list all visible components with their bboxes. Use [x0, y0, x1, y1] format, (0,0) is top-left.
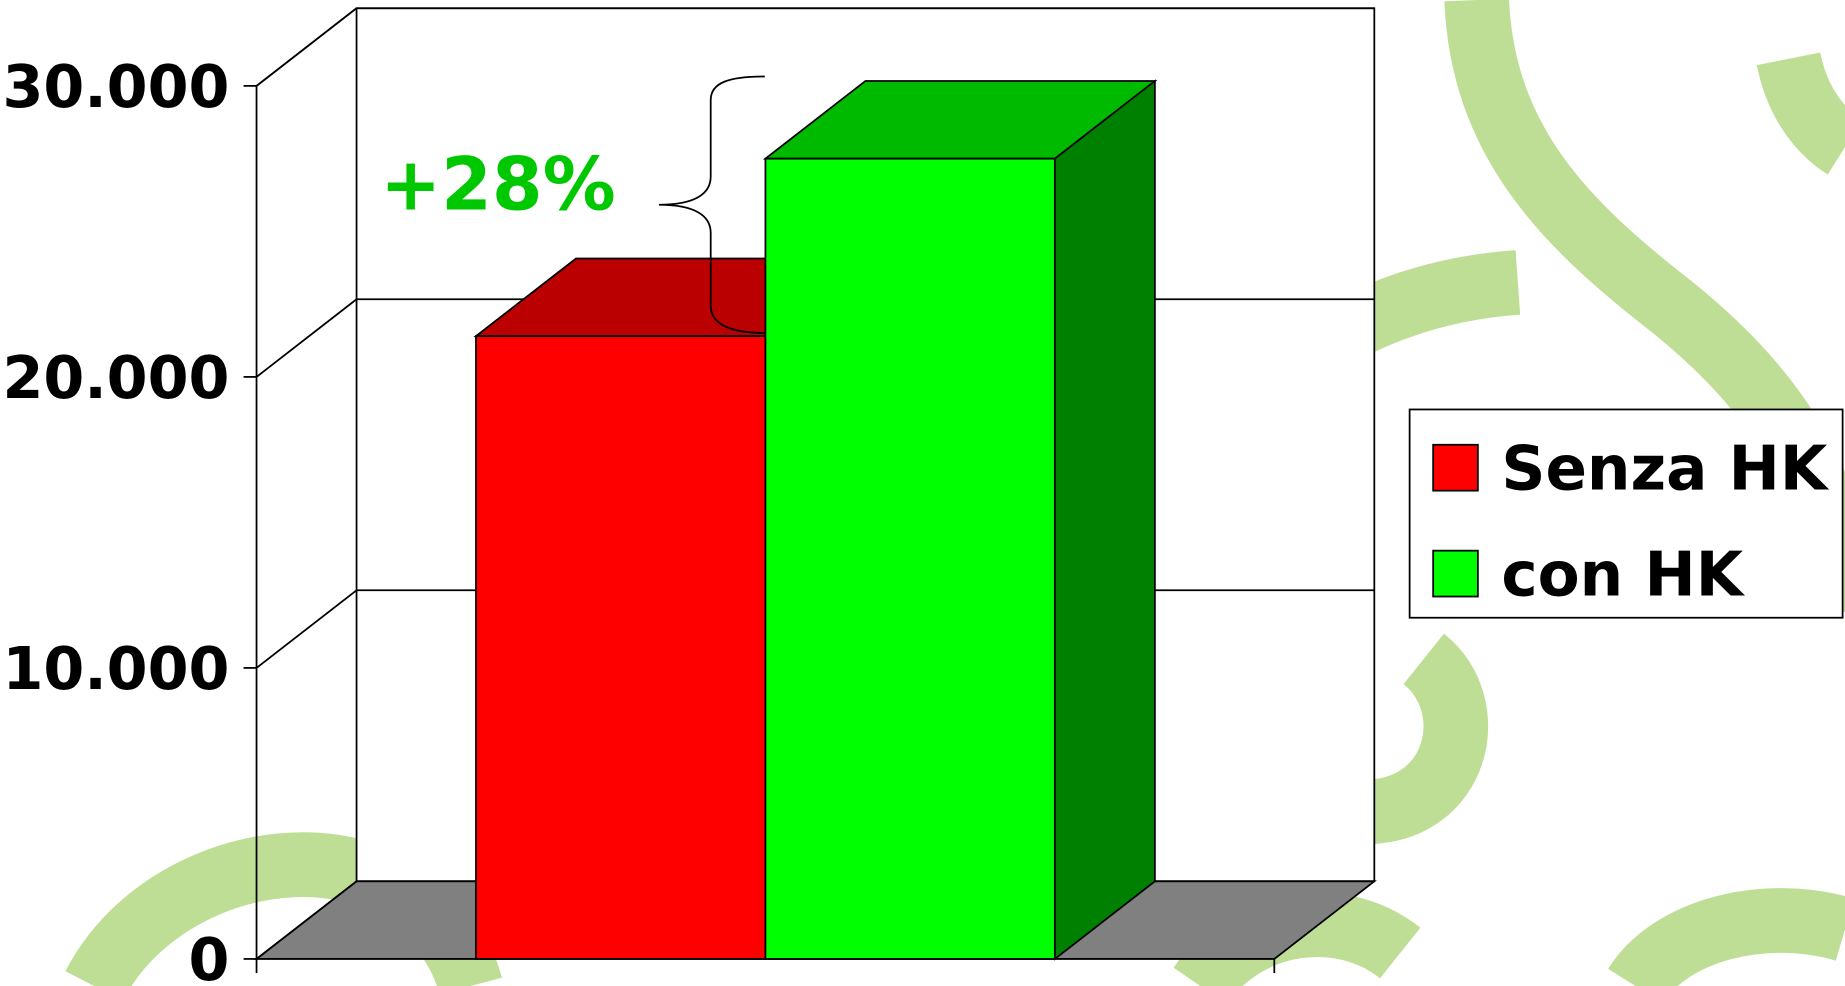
y-tick-label: 0 — [189, 925, 230, 986]
legend-label: con HK — [1501, 539, 1745, 610]
plot-area — [243, 7, 1377, 974]
bar-side — [1053, 79, 1156, 961]
brace-path — [658, 75, 765, 334]
bar — [764, 157, 1056, 960]
left-wall — [255, 7, 358, 959]
legend-label: Senza HK — [1501, 433, 1829, 504]
grid-line — [255, 298, 358, 378]
grid-line — [255, 7, 358, 87]
bar — [475, 335, 767, 960]
swirl — [1608, 888, 1845, 986]
legend-box — [1408, 408, 1844, 619]
legend-swatch — [1432, 549, 1479, 598]
grid-line — [255, 589, 358, 669]
y-tick-label: 20.000 — [2, 343, 229, 412]
grid-line — [255, 880, 358, 960]
brace — [658, 75, 765, 334]
annotation: +28% — [380, 142, 616, 227]
swirl — [1756, 51, 1845, 175]
legend-swatch — [1432, 443, 1479, 492]
y-tick-label: 30.000 — [2, 52, 229, 121]
legend: Senza HK con HK — [1408, 408, 1844, 619]
y-tick-label: 10.000 — [2, 634, 229, 703]
